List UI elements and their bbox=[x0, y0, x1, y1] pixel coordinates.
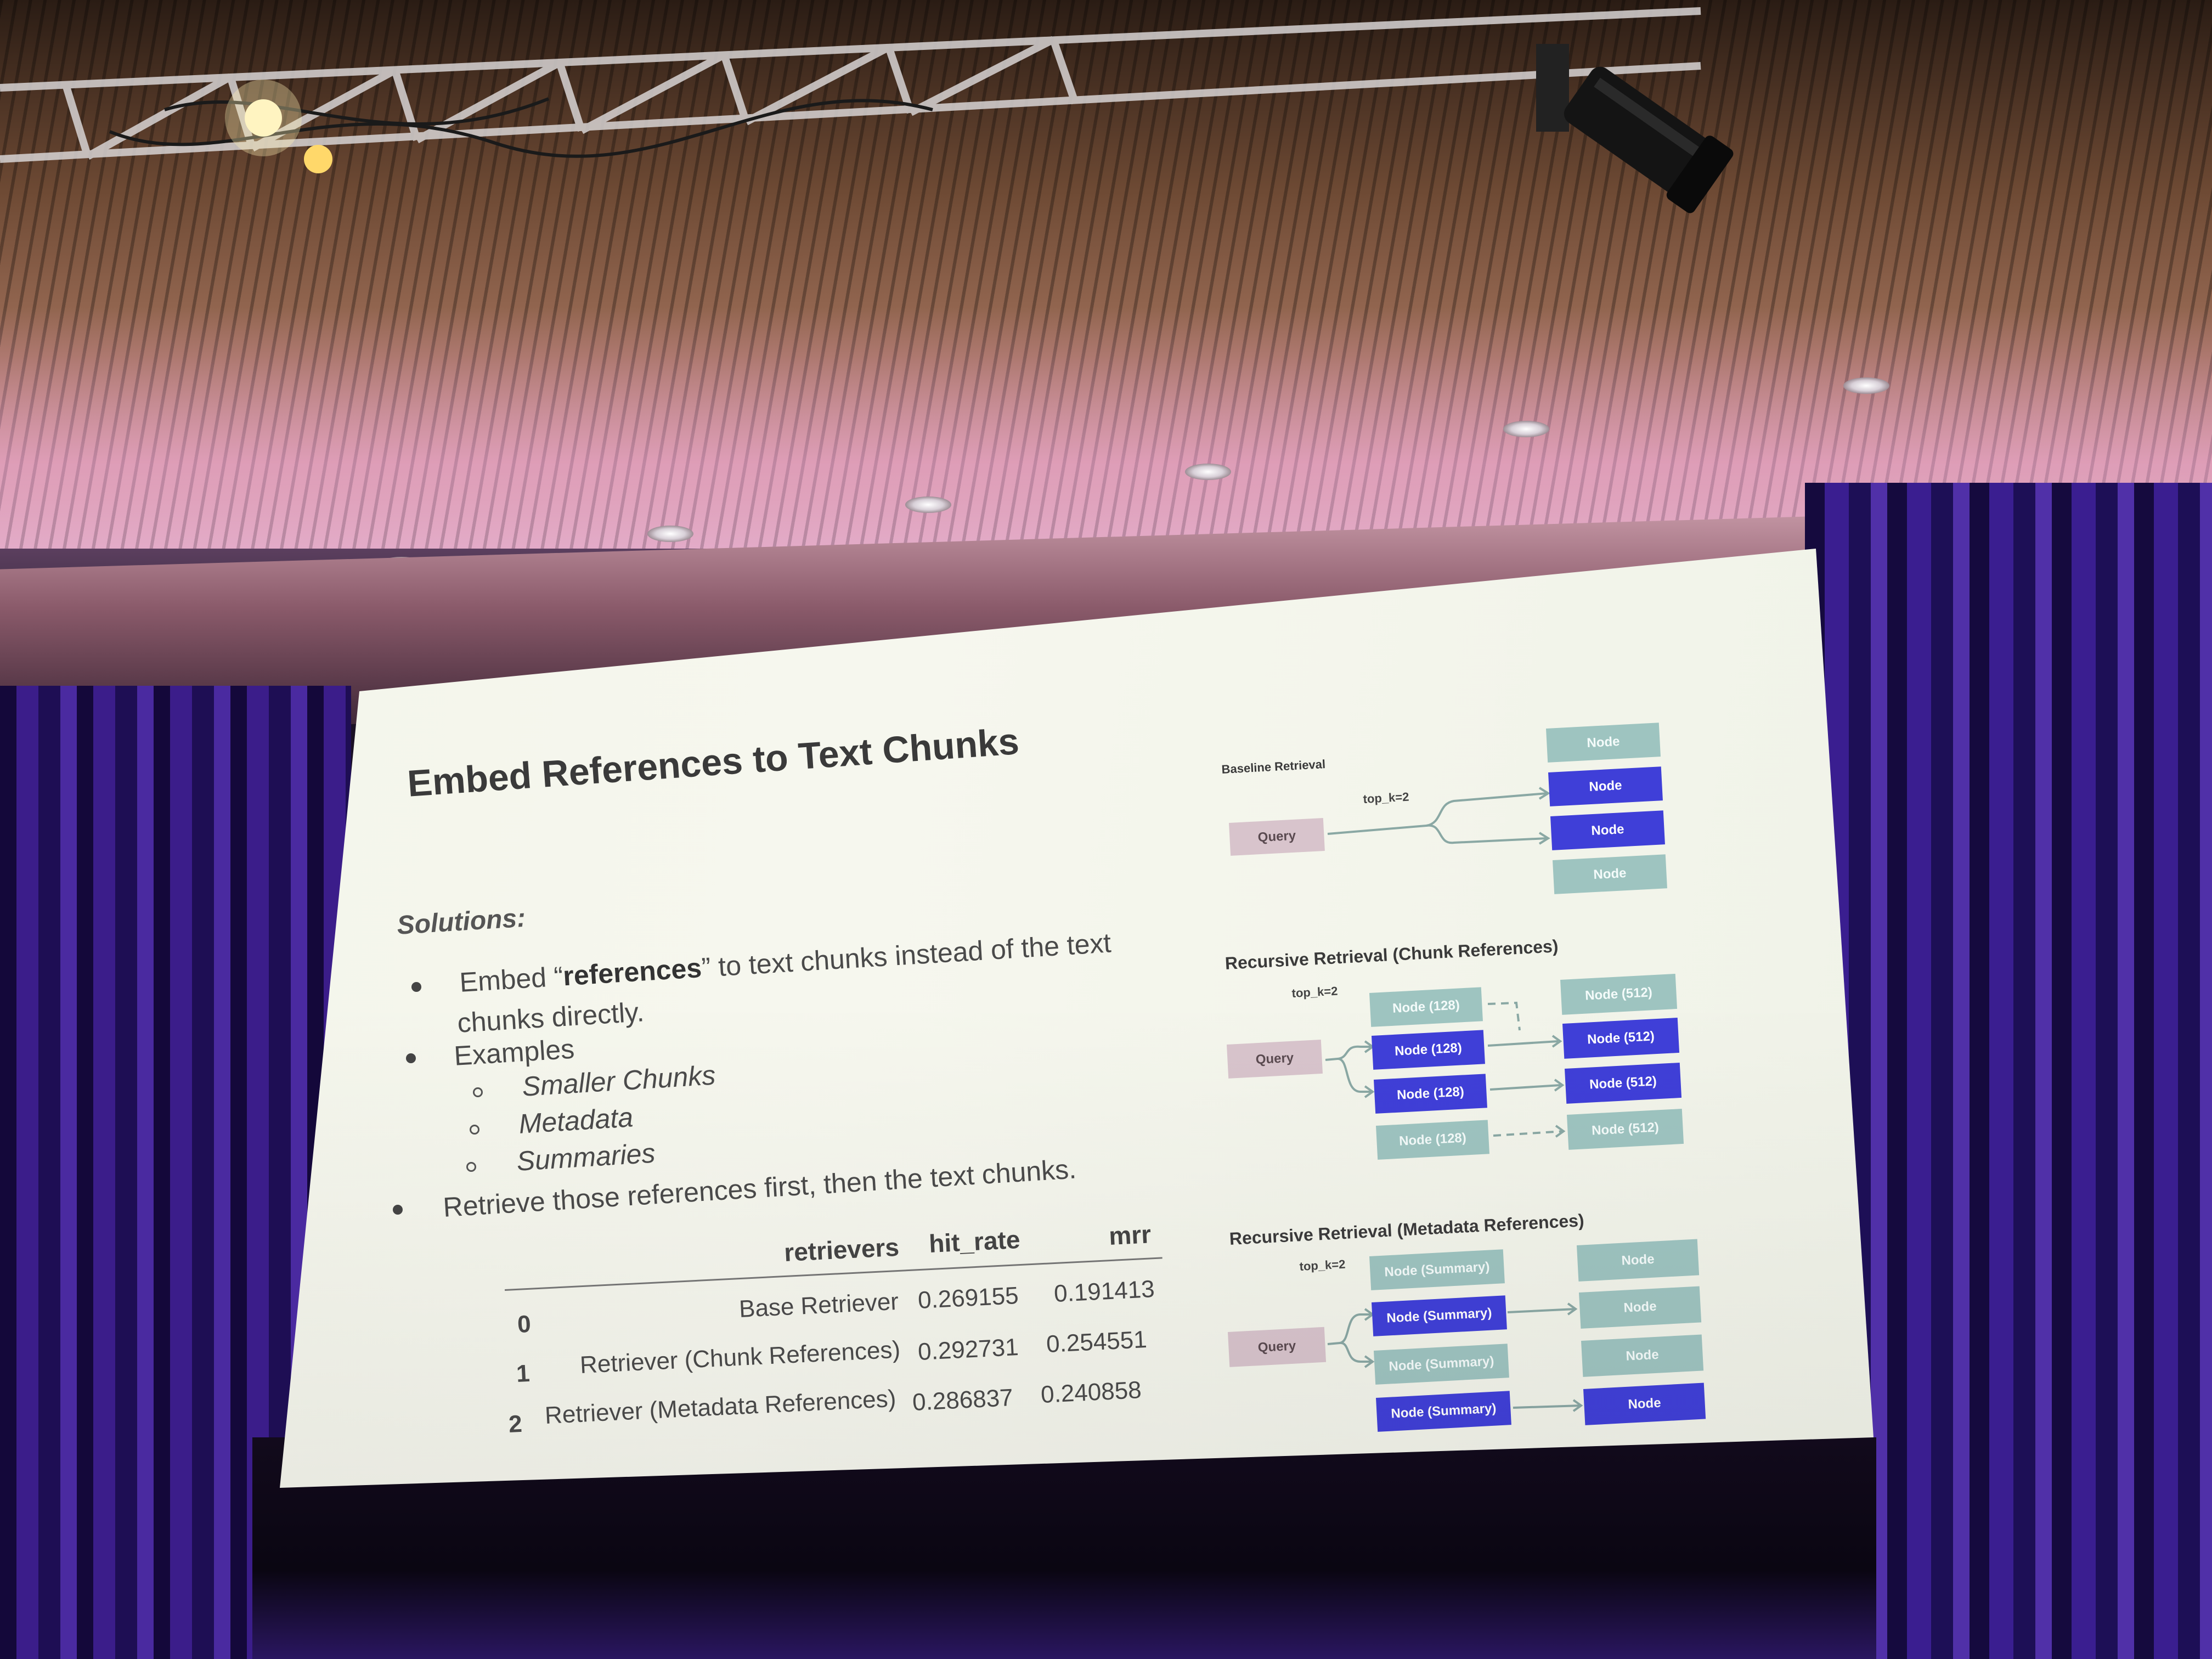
chunk-node-128: Node (128) bbox=[1369, 987, 1483, 1027]
metadata-target-node: Node bbox=[1577, 1239, 1700, 1282]
retrieval-node-selected: Node bbox=[1550, 810, 1665, 850]
chunk-node-128-selected: Node (128) bbox=[1374, 1074, 1487, 1114]
ceiling-light bbox=[1843, 377, 1889, 394]
summary-node: Node (Summary) bbox=[1369, 1249, 1505, 1290]
sub-bullet bbox=[466, 1162, 476, 1172]
ceiling bbox=[0, 0, 2212, 549]
sub-bullet bbox=[473, 1087, 483, 1097]
bullet-point bbox=[393, 1205, 403, 1215]
metadata-target-node-selected: Node bbox=[1583, 1383, 1706, 1425]
chunk-node-512-selected: Node (512) bbox=[1565, 1063, 1682, 1104]
summary-node-selected: Node (Summary) bbox=[1376, 1391, 1511, 1432]
sub-bullet bbox=[470, 1125, 479, 1135]
bullet-point bbox=[406, 1053, 416, 1063]
query-node: Query bbox=[1229, 817, 1325, 856]
lighting-truss bbox=[0, 7, 1701, 173]
bullet-point bbox=[411, 982, 421, 992]
chunk-node-512: Node (512) bbox=[1560, 974, 1678, 1015]
ceiling-light bbox=[647, 526, 693, 542]
ceiling-light bbox=[905, 496, 951, 513]
summary-node: Node (Summary) bbox=[1374, 1344, 1509, 1385]
summary-node-selected: Node (Summary) bbox=[1372, 1295, 1507, 1336]
diagram-topk-label: top_k=2 bbox=[1363, 789, 1409, 806]
diagram-topk-label: top_k=2 bbox=[1291, 984, 1338, 1000]
query-node: Query bbox=[1228, 1327, 1327, 1367]
metadata-target-node: Node bbox=[1581, 1334, 1704, 1377]
chunk-node-128-selected: Node (128) bbox=[1372, 1030, 1485, 1070]
chunk-node-128: Node (128) bbox=[1376, 1120, 1489, 1160]
retrieval-node: Node bbox=[1546, 723, 1661, 763]
diagram-topk-label: top_k=2 bbox=[1299, 1257, 1346, 1273]
metadata-target-node: Node bbox=[1579, 1286, 1702, 1329]
chunk-node-512-selected: Node (512) bbox=[1562, 1018, 1680, 1059]
stage-spotlight bbox=[1536, 44, 1734, 213]
chunk-node-512: Node (512) bbox=[1567, 1109, 1684, 1150]
retrieval-node-selected: Node bbox=[1548, 766, 1663, 806]
ceiling-light bbox=[1503, 421, 1549, 437]
ceiling-light bbox=[1185, 464, 1231, 480]
query-node: Query bbox=[1227, 1039, 1323, 1079]
retrieval-node: Node bbox=[1553, 854, 1667, 894]
